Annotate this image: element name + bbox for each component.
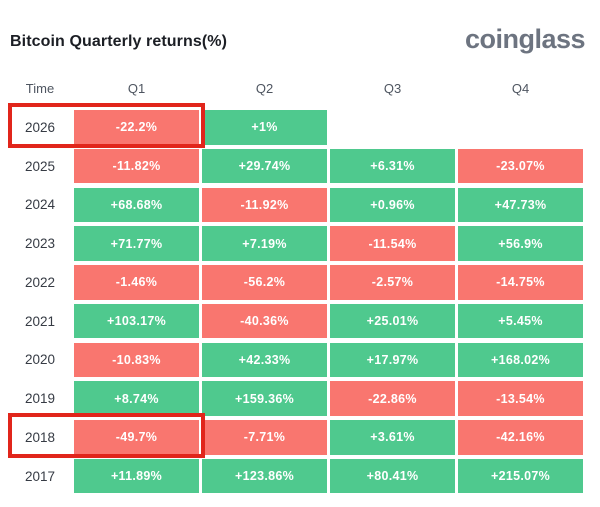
q4-return-cell: +47.73%	[458, 187, 583, 222]
q1-return-cell: +11.89%	[74, 458, 199, 494]
year-label: 2020	[24, 352, 56, 368]
table-row: 2024 +68.68% -11.92% +0.96% +47.73%	[10, 187, 586, 222]
year-label: 2019	[24, 391, 56, 406]
q4-return-cell: +215.07%	[458, 458, 583, 494]
q1-return-cell: -10.83%	[74, 342, 199, 377]
column-header-row: Time Q1 Q2 Q3 Q4	[10, 81, 586, 96]
table-row: 2018 -49.7% -7.71% +3.61% -42.16%	[8, 413, 586, 458]
q4-return-cell: -13.54%	[458, 381, 583, 416]
q1-return-cell: -1.46%	[74, 265, 199, 300]
table-row: 2022 -1.46% -56.2% -2.57% -14.75%	[10, 265, 586, 300]
q4-return-cell: -14.75%	[458, 265, 583, 300]
table-row: 2026 -22.2% +1%	[8, 103, 586, 148]
q2-return-cell: -11.92%	[202, 187, 327, 222]
q4-return-cell: -42.16%	[458, 420, 583, 455]
q2-return-cell: +7.19%	[202, 226, 327, 261]
coinglass-logo: coinglass	[464, 24, 586, 54]
q1-return-cell: +103.17%	[74, 303, 199, 339]
table-row: 2023 +71.77% +7.19% -11.54% +56.9%	[10, 226, 586, 261]
q2-return-cell: -7.71%	[202, 420, 327, 455]
q1-return-cell: -22.2%	[74, 110, 199, 145]
table-row: 2020 -10.83% +42.33% +17.97% +168.02%	[10, 342, 586, 377]
column-header-q1: Q1	[127, 81, 146, 96]
year-label: 2025	[24, 158, 56, 174]
table-row: 2017 +11.89% +123.86% +80.41% +215.07%	[10, 458, 586, 494]
q2-return-cell: +42.33%	[202, 342, 327, 377]
year-label: 2023	[24, 236, 56, 251]
q3-return-cell: -2.57%	[330, 265, 455, 300]
returns-table: 2026 -22.2% +1% 2025 -11.82% +29.74% +6.31% -23…	[8, 103, 586, 498]
q3-return-cell: +17.97%	[330, 342, 455, 377]
column-header-q4: Q4	[511, 81, 530, 96]
table-row: 2025 -11.82% +29.74% +6.31% -23.07%	[10, 148, 586, 184]
page-title: Bitcoin Quarterly returns(%)	[10, 33, 228, 50]
q4-return-cell: +5.45%	[458, 303, 583, 339]
q3-return-cell: +3.61%	[330, 420, 455, 455]
q4-return-cell: +168.02%	[458, 342, 583, 377]
q3-return-cell: +80.41%	[330, 458, 455, 494]
q3-return-cell: +25.01%	[330, 303, 455, 339]
q1-return-cell: -11.82%	[74, 148, 199, 184]
q1-return-cell: -49.7%	[74, 420, 199, 455]
q1-return-cell: +71.77%	[74, 226, 199, 261]
q1-return-cell: +68.68%	[74, 187, 199, 222]
year-label: 2024	[24, 197, 56, 213]
column-header-q3: Q3	[383, 81, 402, 96]
year-label: 2017	[24, 468, 56, 484]
q3-return-cell: +6.31%	[330, 148, 455, 184]
year-label: 2026	[24, 119, 56, 135]
column-header-q2: Q2	[255, 81, 274, 96]
q1-return-cell: +8.74%	[74, 381, 199, 416]
q3-cell-empty	[330, 110, 455, 145]
q4-return-cell: +56.9%	[458, 226, 583, 261]
q4-return-cell: -23.07%	[458, 148, 583, 184]
table-row: 2019 +8.74% +159.36% -22.86% -13.54%	[10, 381, 586, 416]
table-row: 2021 +103.17% -40.36% +25.01% +5.45%	[10, 303, 586, 339]
year-label: 2022	[24, 274, 56, 290]
year-label: 2021	[24, 313, 56, 329]
q3-return-cell: +0.96%	[330, 187, 455, 222]
q2-return-cell: +159.36%	[202, 381, 327, 416]
column-header-time: Time	[25, 81, 55, 96]
year-label: 2018	[24, 429, 56, 445]
q2-return-cell: -56.2%	[202, 265, 327, 300]
q2-return-cell: +1%	[202, 110, 327, 145]
q2-return-cell: -40.36%	[202, 303, 327, 339]
q2-return-cell: +123.86%	[202, 458, 327, 494]
q2-return-cell: +29.74%	[202, 148, 327, 184]
q3-return-cell: -11.54%	[330, 226, 455, 261]
q3-return-cell: -22.86%	[330, 381, 455, 416]
q4-cell-empty	[458, 110, 583, 145]
